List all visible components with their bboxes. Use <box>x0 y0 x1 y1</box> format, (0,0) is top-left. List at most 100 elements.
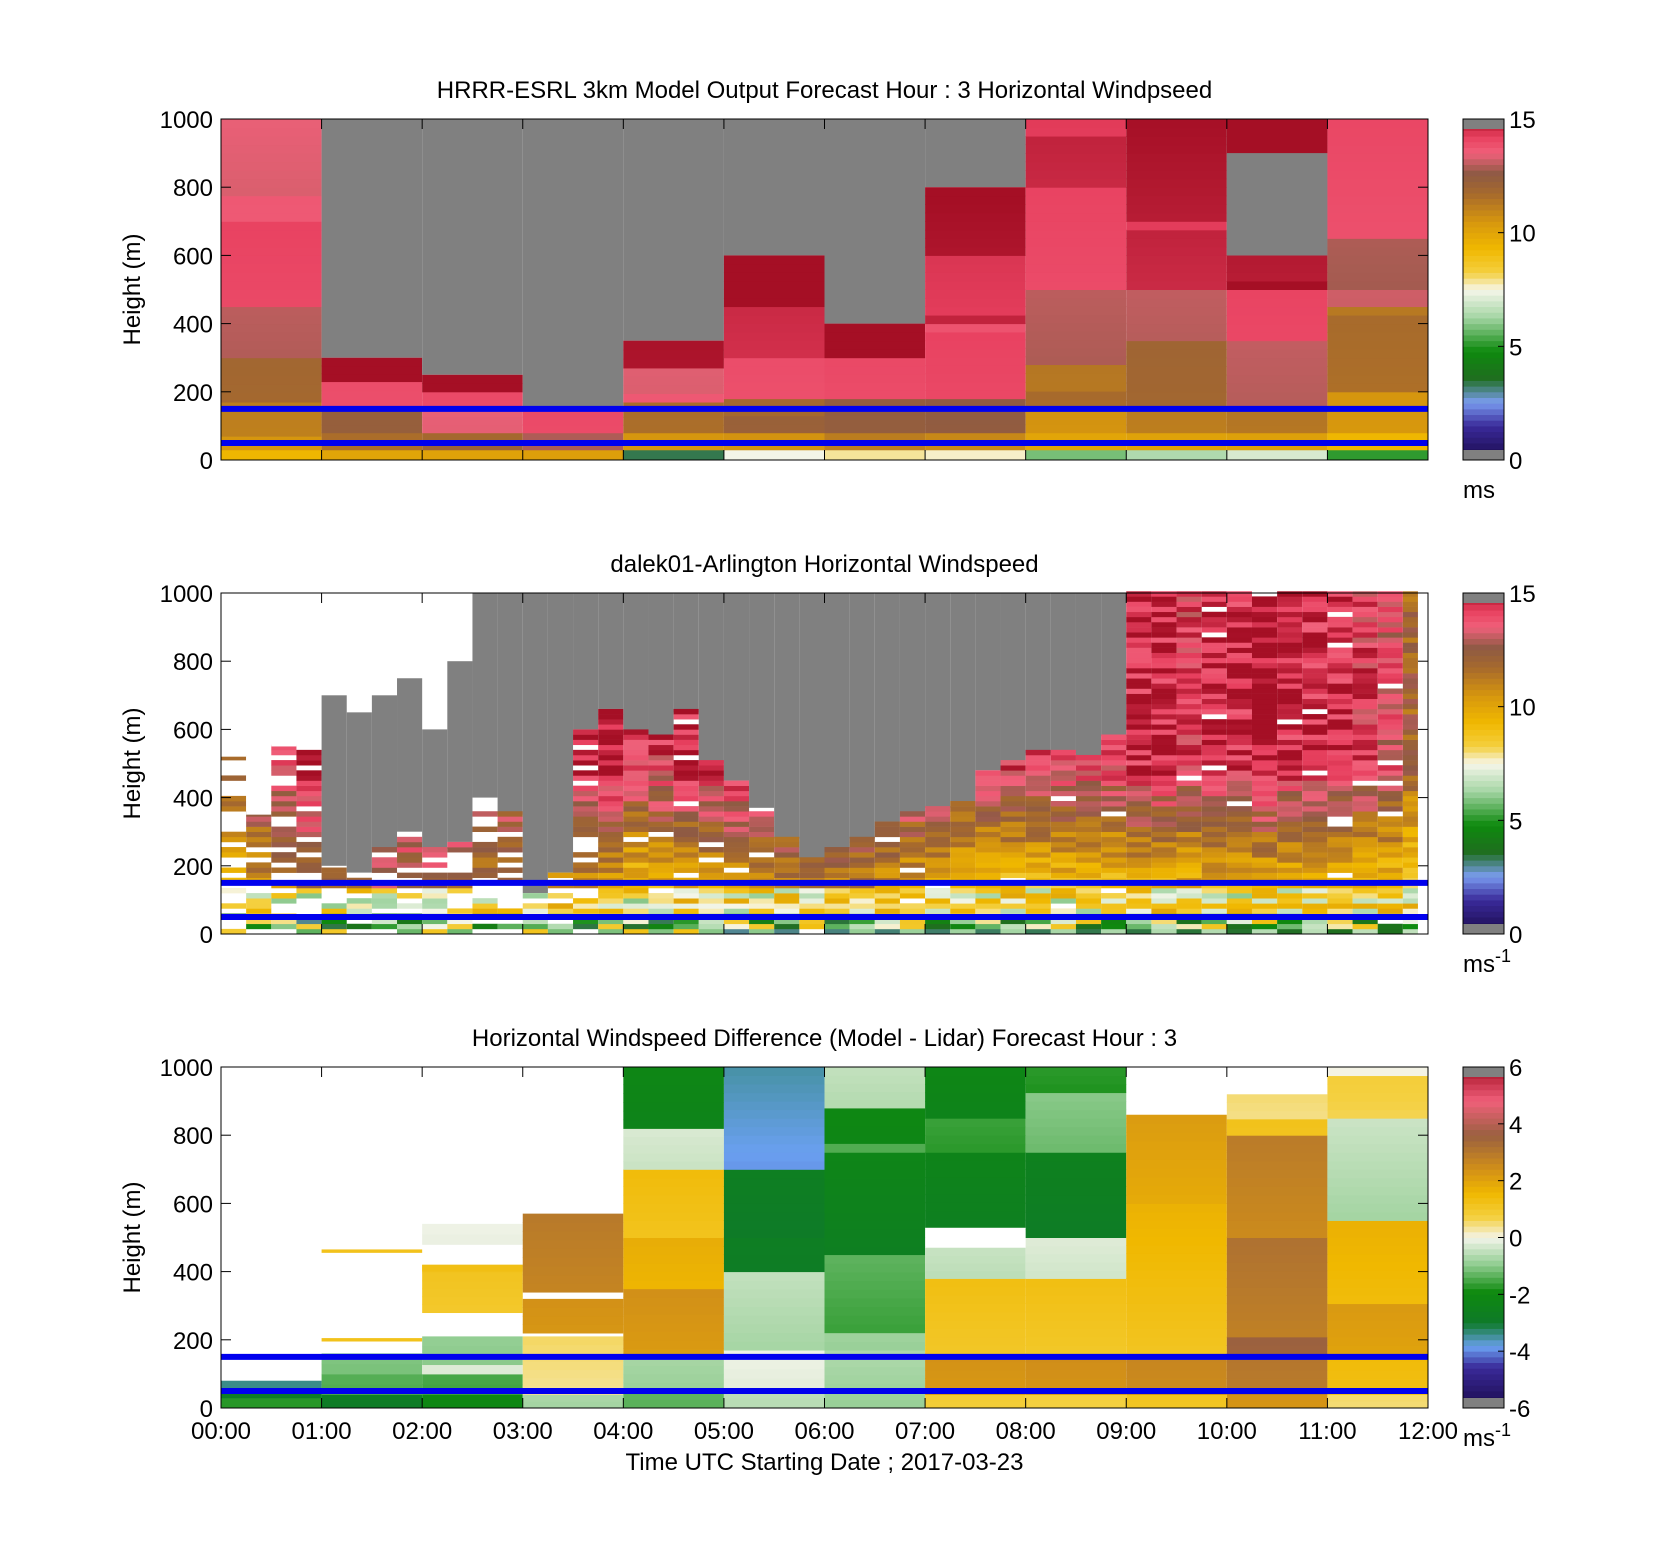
heatmap-cell <box>849 857 875 863</box>
heatmap-cell <box>1050 816 1076 822</box>
heatmap-cell <box>1327 1101 1428 1111</box>
heatmap-cell <box>1126 893 1152 899</box>
heatmap-cell <box>925 826 951 832</box>
heatmap-cell <box>1327 862 1353 868</box>
heatmap-cell <box>598 708 624 715</box>
heatmap-cell <box>573 770 599 776</box>
heatmap-cell <box>1327 893 1353 899</box>
heatmap-cell <box>1126 591 1152 597</box>
heatmap-cell <box>1327 729 1353 735</box>
colorbar-cell <box>1463 700 1504 708</box>
heatmap-cell <box>1126 765 1152 771</box>
colorbar-cell <box>1463 826 1504 833</box>
heatmap-cell <box>723 1203 825 1213</box>
heatmap-cell <box>1402 898 1418 904</box>
heatmap-cell <box>1126 212 1227 222</box>
heatmap-cell <box>1327 1328 1428 1338</box>
heatmap-cell <box>1126 1361 1227 1371</box>
heatmap-cell <box>1377 596 1403 602</box>
heatmap-cell <box>371 857 398 863</box>
heatmap-cell <box>221 272 322 282</box>
heatmap-cell <box>1176 872 1202 879</box>
heatmap-cell <box>925 1263 1026 1272</box>
heatmap-cell <box>1126 1369 1227 1379</box>
heatmap-cell <box>1302 596 1328 602</box>
heatmap-cell <box>1402 739 1418 746</box>
heatmap-cell <box>472 898 498 904</box>
heatmap-cell <box>1126 178 1227 188</box>
heatmap-cell <box>623 852 649 858</box>
heatmap-cell <box>1126 408 1227 418</box>
heatmap-cell <box>1226 1118 1328 1128</box>
heatmap-cell <box>1151 872 1177 879</box>
heatmap-cell <box>1201 816 1227 822</box>
heatmap-cell <box>1352 867 1378 873</box>
heatmap-cell <box>1377 841 1403 848</box>
heatmap-cell <box>698 765 724 771</box>
heatmap-cell <box>723 306 825 316</box>
colorbar-cell <box>1463 1237 1504 1244</box>
heatmap-cell <box>1025 1286 1127 1296</box>
heatmap-cell <box>824 1194 926 1204</box>
heatmap-cell <box>1201 831 1227 838</box>
heatmap-cell <box>698 847 724 853</box>
heatmap-cell <box>824 349 926 359</box>
heatmap-cell <box>1402 801 1418 807</box>
heatmap-cell <box>296 923 322 930</box>
heatmap-cell <box>623 1220 724 1230</box>
x-tick-label: 11:00 <box>1298 1418 1356 1445</box>
heatmap-cell <box>1377 724 1403 730</box>
heatmap-cell <box>1251 898 1278 904</box>
heatmap-cell <box>925 1210 1026 1220</box>
heatmap-cell <box>1226 357 1328 367</box>
heatmap-cell <box>723 415 825 425</box>
heatmap-cell <box>623 918 649 925</box>
heatmap-cell <box>1327 366 1428 376</box>
heatmap-cell <box>975 847 1001 853</box>
heatmap-cell <box>1402 729 1418 735</box>
heatmap-cell <box>874 847 900 853</box>
colorbar-cell <box>1463 661 1504 668</box>
colorbar-unit-exponent: -1 <box>1495 1420 1511 1440</box>
heatmap-cell <box>723 887 750 894</box>
heatmap-cell <box>899 821 926 827</box>
heatmap-cell <box>1201 703 1227 710</box>
colorbar-cell <box>1463 1146 1504 1153</box>
heatmap-cell <box>1377 591 1403 597</box>
heatmap-cell <box>1126 611 1152 618</box>
heatmap-cell <box>522 893 548 899</box>
colorbar-cell <box>1463 1123 1504 1131</box>
heatmap-cell <box>1251 908 1278 914</box>
heatmap-cell <box>1302 775 1328 781</box>
heatmap-cell <box>950 831 976 838</box>
heatmap-cell <box>422 391 523 401</box>
heatmap-cell <box>925 255 1026 265</box>
heatmap-cell <box>925 323 1026 333</box>
heatmap-cell <box>975 785 1001 792</box>
heatmap-cell <box>1277 698 1303 705</box>
heatmap-cell <box>522 1213 624 1223</box>
heatmap-cell <box>1377 678 1403 684</box>
heatmap-cell <box>723 898 750 904</box>
heatmap-cell <box>673 898 699 904</box>
heatmap-cell <box>824 862 850 868</box>
heatmap-cell <box>221 427 322 437</box>
heatmap-cell <box>623 432 724 442</box>
heatmap-cell <box>1277 918 1303 925</box>
heatmap-cell <box>1302 749 1328 756</box>
heatmap-cell <box>221 340 322 350</box>
heatmap-cell <box>598 790 624 797</box>
colorbar-cell <box>1463 638 1504 645</box>
heatmap-cell <box>698 898 724 904</box>
heatmap-cell <box>1075 867 1102 873</box>
heatmap-cell <box>1126 688 1152 694</box>
heatmap-cell <box>1277 811 1303 817</box>
heatmap-cell <box>1302 714 1328 720</box>
heatmap-cell <box>1377 867 1403 873</box>
heatmap-cell <box>1025 780 1051 786</box>
heatmap-cell <box>1226 601 1252 607</box>
heatmap-cell <box>1302 806 1328 812</box>
heatmap-cell <box>1302 652 1328 659</box>
heatmap-cell <box>221 1380 322 1389</box>
